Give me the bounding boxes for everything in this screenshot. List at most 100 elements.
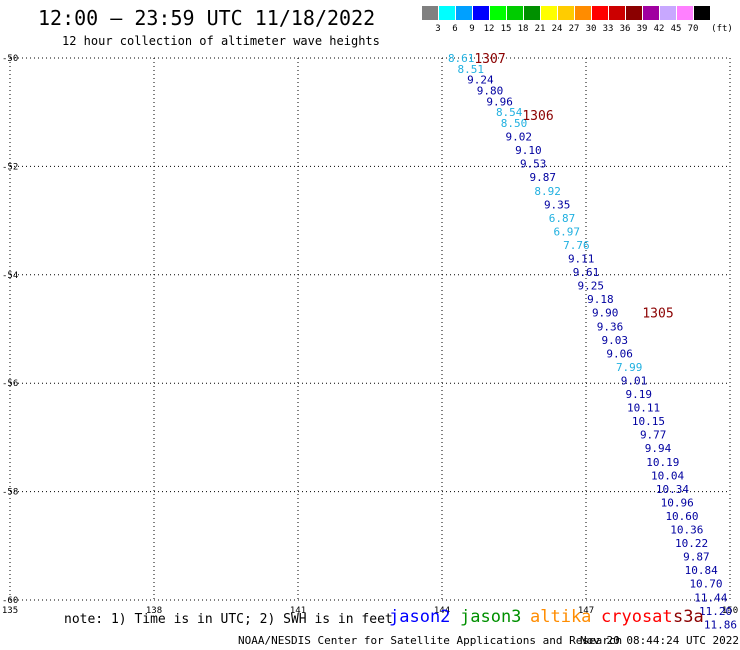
scale-swatch [456, 6, 472, 20]
scale-label: 9 [469, 24, 475, 34]
mission-jason3-label: jason3 [460, 607, 522, 627]
wave-height-value: 11.20 [699, 605, 732, 618]
scale-label: 15 [500, 24, 512, 34]
page-subtitle: 12 hour collection of altimeter wave hei… [62, 34, 380, 48]
wave-height-value: 9.02 [506, 131, 533, 144]
wave-height-value: 10.84 [685, 564, 718, 577]
y-tick-label: -56 [2, 379, 18, 389]
scale-swatch [660, 6, 676, 20]
mission-jason2-label: jason2 [389, 607, 451, 627]
scale-label: 12 [483, 24, 495, 34]
wave-height-value: 9.61 [573, 266, 600, 279]
wave-height-value: 11.44 [694, 591, 727, 604]
wave-height-value: 9.80 [477, 85, 504, 98]
scale-swatch [609, 6, 625, 20]
wave-height-value: 7.99 [616, 361, 643, 374]
credit-text: NOAA/NESDIS Center for Satellite Applica… [238, 634, 623, 647]
wave-height-value: 8.51 [458, 63, 485, 76]
wave-height-value: 9.36 [597, 320, 624, 333]
wave-height-value: 9.24 [467, 74, 494, 87]
wave-height-value: 10.60 [665, 510, 698, 523]
y-tick-label: -60 [2, 596, 18, 606]
wave-height-value: 9.94 [645, 442, 672, 455]
scale-swatch [439, 6, 455, 20]
wave-height-value: 10.15 [632, 415, 665, 428]
wave-height-value: 8.50 [501, 117, 528, 130]
wave-height-value: 7.76 [563, 239, 590, 252]
y-tick-label: -50 [2, 54, 18, 64]
wave-height-value: 9.03 [602, 334, 629, 347]
time-mark-label: 1306 [522, 109, 553, 124]
wave-height-value: 9.06 [606, 347, 633, 360]
scale-swatch [592, 6, 608, 20]
y-tick-label: -58 [2, 488, 18, 498]
scale-swatch [473, 6, 489, 20]
scale-swatch [626, 6, 642, 20]
scale-label: 24 [551, 24, 563, 34]
scale-label: 42 [653, 24, 665, 34]
scale-label: 6 [452, 24, 458, 34]
scale-label: 21 [534, 24, 546, 34]
y-tick-label: -52 [2, 162, 18, 172]
scale-label: 45 [670, 24, 682, 34]
wave-height-value: 9.77 [640, 429, 667, 442]
mission-cryosat-label: cryosat [601, 607, 673, 627]
wave-height-value: 10.11 [627, 402, 660, 415]
scale-swatch [575, 6, 591, 20]
wave-height-value: 9.87 [530, 171, 557, 184]
x-tick-label: 144 [434, 606, 450, 616]
wave-height-value: 9.53 [520, 158, 547, 171]
scale-label: 27 [568, 24, 580, 34]
mission-s3a-label: s3a [673, 607, 704, 627]
wave-height-value: 10.19 [646, 456, 679, 469]
x-tick-label: 150 [722, 606, 738, 616]
scale-unit-label: (ft) [711, 24, 733, 34]
scale-label: 30 [585, 24, 597, 34]
y-tick-label: -54 [2, 271, 18, 281]
wave-height-value: 9.10 [515, 144, 542, 157]
scale-swatch [694, 6, 710, 20]
wave-height-value: 10.36 [670, 524, 703, 537]
wave-height-value: 9.87 [683, 551, 710, 564]
scale-label: 36 [619, 24, 631, 34]
mission-altika-label: altika [530, 607, 592, 627]
wave-height-value: 6.97 [554, 225, 581, 238]
scale-label: 18 [517, 24, 529, 34]
scale-swatch [643, 6, 659, 20]
scale-swatch [558, 6, 574, 20]
x-tick-label: 141 [290, 606, 306, 616]
wave-height-value: 9.35 [544, 198, 571, 211]
wave-height-value: 10.22 [675, 537, 708, 550]
wave-height-value: 9.01 [621, 374, 648, 387]
wave-height-value: 9.19 [626, 388, 653, 401]
time-mark-label: 1307 [474, 52, 505, 67]
wave-height-value: 11.86 [704, 618, 737, 631]
wave-height-value: 9.90 [592, 307, 619, 320]
wave-height-value: 8.92 [534, 185, 561, 198]
wave-height-value: 10.70 [689, 578, 722, 591]
wave-height-value: 10.04 [651, 469, 684, 482]
scale-swatch [541, 6, 557, 20]
wave-height-value: 9.18 [587, 293, 614, 306]
scale-label: 3 [435, 24, 441, 34]
wave-height-value: 9.11 [568, 253, 595, 266]
wave-height-value: 10.34 [656, 483, 689, 496]
scale-swatch [422, 6, 438, 20]
x-tick-label: 135 [2, 606, 18, 616]
generated-timestamp: Nov 20 08:44:24 UTC 2022 [580, 634, 739, 647]
time-mark-label: 1305 [642, 307, 673, 322]
wave-height-value: 10.96 [661, 496, 694, 509]
x-tick-label: 138 [146, 606, 162, 616]
scale-swatch [677, 6, 693, 20]
wave-height-value: 9.96 [486, 95, 513, 108]
scale-label: 33 [602, 24, 614, 34]
wave-height-value: 6.87 [549, 212, 576, 225]
scale-swatch [524, 6, 540, 20]
wave-height-value: 8.61 [448, 52, 475, 65]
scale-label: 39 [636, 24, 648, 34]
scale-label: 70 [687, 24, 699, 34]
wave-height-value: 8.54 [496, 106, 523, 119]
scale-swatch [507, 6, 523, 20]
x-tick-label: 147 [578, 606, 594, 616]
